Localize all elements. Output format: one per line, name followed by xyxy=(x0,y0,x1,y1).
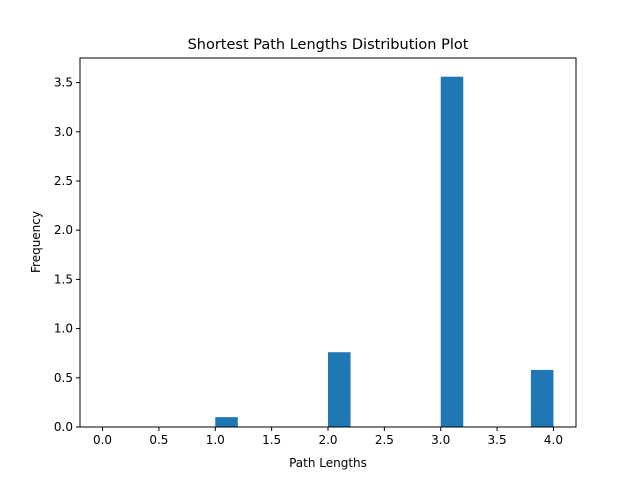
x-axis-ticks: 0.0 0.5 1.0 1.5 2.0 2.5 3.0 3.5 4.0 xyxy=(93,427,563,447)
x-tick-label: 1.5 xyxy=(262,433,281,447)
x-tick-label: 0.0 xyxy=(93,433,112,447)
y-axis-label: Frequency xyxy=(29,211,43,273)
bars-group xyxy=(215,76,554,428)
x-tick-label: 4.0 xyxy=(544,433,563,447)
y-tick-label: 3.5 xyxy=(54,76,73,90)
histogram-bar xyxy=(328,352,351,427)
x-tick-label: 0.5 xyxy=(149,433,168,447)
x-tick-label: 2.0 xyxy=(318,433,337,447)
histogram-bar xyxy=(440,76,464,428)
histogram-bar xyxy=(215,417,238,427)
x-tick-label: 3.5 xyxy=(488,433,507,447)
y-tick-label: 2.5 xyxy=(54,174,73,188)
chart-title: Shortest Path Lengths Distribution Plot xyxy=(188,37,469,53)
y-tick-label: 1.5 xyxy=(54,272,73,286)
histogram-bar xyxy=(530,369,554,427)
y-axis-ticks: 0.0 0.5 1.0 1.5 2.0 2.5 3.0 3.5 xyxy=(54,76,80,434)
y-tick-label: 0.0 xyxy=(54,420,73,434)
y-tick-label: 2.0 xyxy=(54,223,73,237)
x-axis-label: Path Lengths xyxy=(289,456,367,470)
y-tick-label: 3.0 xyxy=(54,125,73,139)
x-tick-label: 3.0 xyxy=(431,433,450,447)
x-tick-label: 2.5 xyxy=(375,433,394,447)
y-tick-label: 0.5 xyxy=(54,371,73,385)
y-tick-label: 1.0 xyxy=(54,322,73,336)
x-tick-label: 1.0 xyxy=(206,433,225,447)
